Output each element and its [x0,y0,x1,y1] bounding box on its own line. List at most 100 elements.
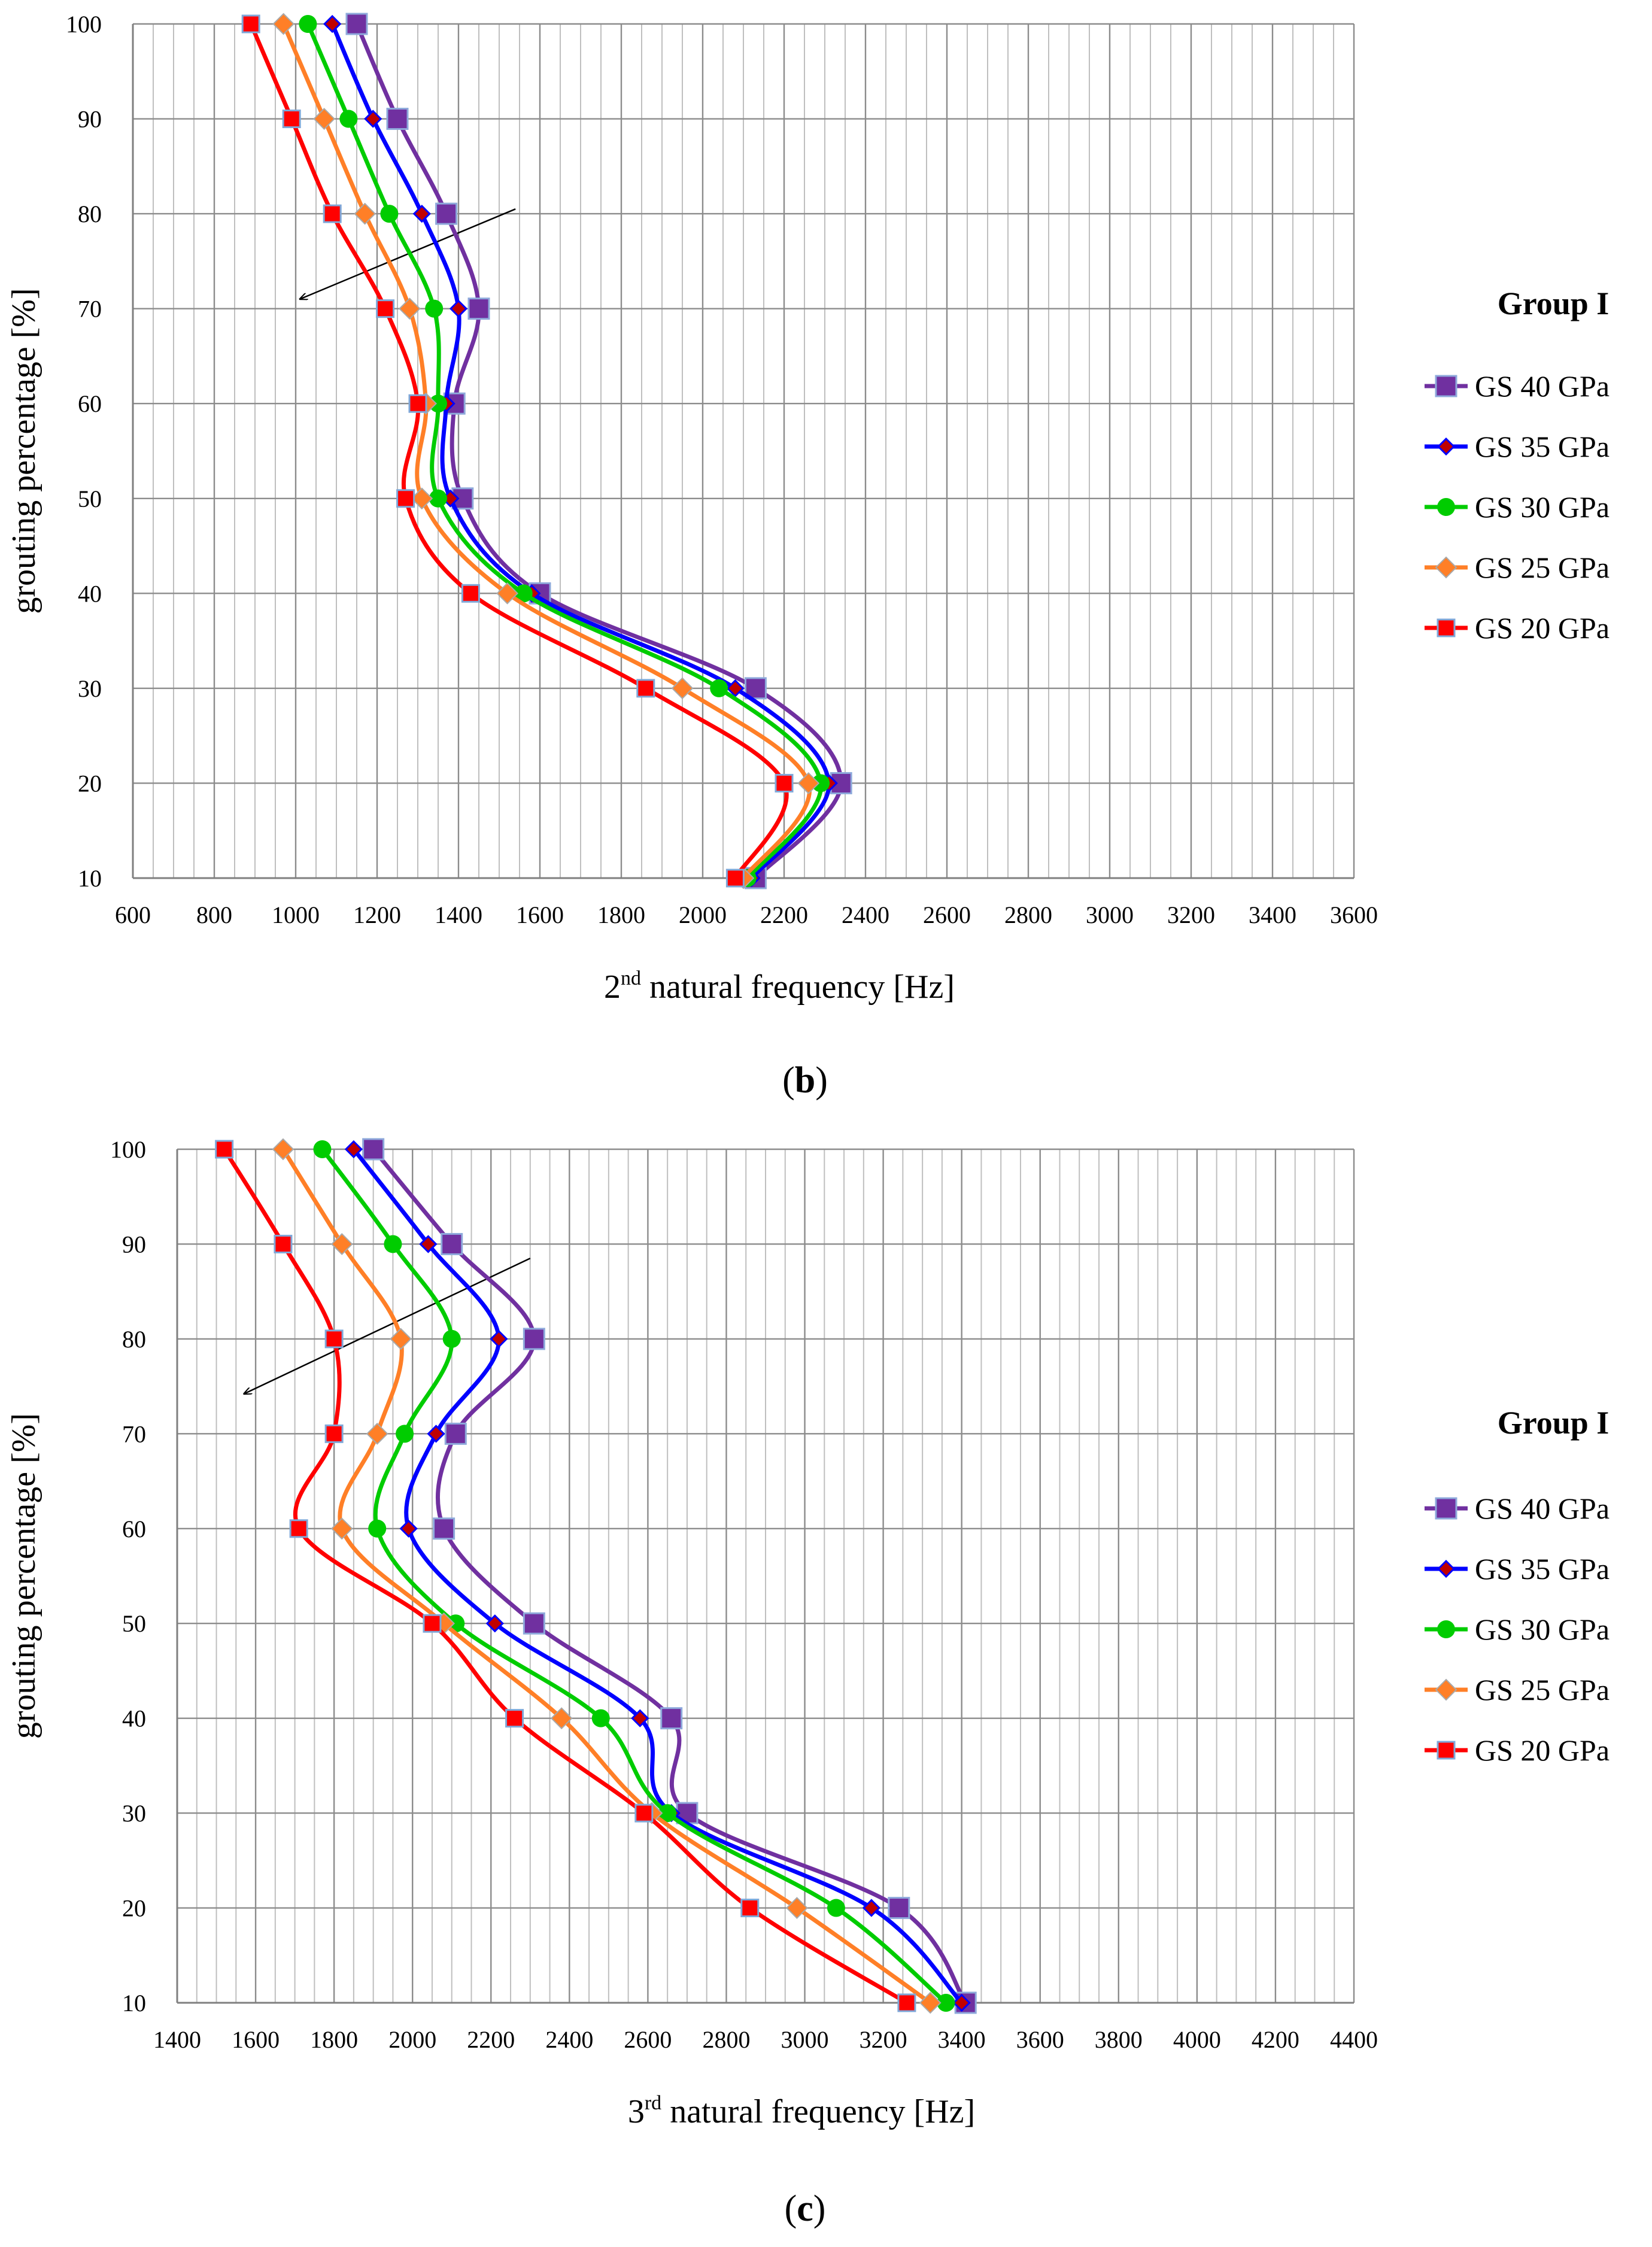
chart-b-x-tick-label: 3000 [1086,901,1134,928]
chart-b-y-tick-label: 100 [66,11,102,38]
data-point [710,679,728,697]
data-point [490,1329,508,1349]
data-point [740,1899,760,1918]
data-point [390,1328,412,1350]
data-point [496,582,519,605]
chart-c-series-gs-30-gpa [313,1140,955,2012]
series-line [351,1147,964,2005]
chart-b-series-gs-40-gpa [345,13,852,889]
chart-c-x-tick-label: 4400 [1330,2026,1378,2053]
data-point [425,299,444,318]
chart-b-y-tick-label: 80 [78,201,102,227]
legend-entry: GS 35 GPa [1425,430,1610,463]
legend-swatch-marker [1435,1678,1457,1701]
chart-b-y-axis-label: grouting percentage [%] [5,288,42,614]
data-point [362,1138,385,1161]
data-point [323,204,342,223]
chart-c-x-tick-label: 2800 [702,2026,750,2053]
data-point [344,1140,363,1159]
data-point [631,1709,649,1727]
chart-c-y-tick-label: 100 [110,1136,146,1163]
data-point [384,1235,402,1253]
data-point [364,110,382,128]
data-point [433,1517,455,1540]
chart-b-legend: Group I GS 40 GPa GS 35 GPa GS 30 GPa GS 25 … [1425,286,1610,645]
chart-b-y-tick-label: 30 [78,675,102,702]
chart-c-y-tick-label: 40 [122,1705,146,1732]
chart-c-x-tick-label: 3400 [938,2026,986,2053]
data-point [299,15,317,33]
data-point [786,1897,808,1919]
chart-b-x-tick-label: 3400 [1249,901,1296,928]
chart-b-x-tick-label: 1800 [597,901,645,928]
chart-b-y-tick-label: 70 [78,296,102,323]
legend-title: Group I [1498,286,1610,321]
legend-entry: GS 30 GPa [1425,490,1610,524]
data-point [862,1899,881,1917]
chart-b-x-tick-label: 2400 [842,901,889,928]
data-point [797,772,820,794]
legend-swatch-marker [1435,1497,1457,1520]
data-point [523,1612,545,1635]
series-line [248,22,789,880]
legend-entry: GS 40 GPa [1425,369,1610,403]
data-point [919,1991,942,2014]
data-point [636,679,655,698]
data-point [897,1993,916,2012]
chart-c-x-tick-label: 2000 [388,2026,436,2053]
legend-swatch-marker [1435,375,1457,397]
data-point [634,1803,654,1823]
legend-entry: GS 40 GPa [1425,1492,1610,1525]
chart-c-y-tick-label: 50 [122,1610,146,1637]
data-point [241,14,260,34]
data-point [505,1709,524,1728]
chart-c-trend-arrow [244,1258,531,1394]
data-point [441,1232,463,1255]
legend-entry: GS 20 GPa [1425,1733,1610,1767]
data-point [775,773,794,792]
chart-c-legend: Group I GS 40 GPa GS 35 GPa GS 30 GPa GS 25 … [1425,1405,1610,1767]
data-point [330,1233,353,1255]
data-point [289,1519,308,1538]
legend-entry: GS 20 GPa [1425,611,1610,645]
data-point [427,1425,445,1443]
series-line [281,1147,933,2005]
data-point [591,1709,610,1727]
data-point [523,1328,545,1350]
chart-b-y-tick-label: 20 [78,770,102,797]
chart-b-x-tick-label: 1400 [435,901,482,928]
chart-c-y-tick-label: 60 [122,1516,146,1542]
data-point [514,584,533,603]
chart-b-x-tick-label: 3600 [1330,901,1378,928]
chart-b-y-tick-label: 50 [78,485,102,512]
legend-entry: GS 30 GPa [1425,1613,1610,1646]
chart-b-y-tick-label: 40 [78,580,102,607]
chart-b-x-tick-label: 1200 [353,901,401,928]
data-point [485,1614,504,1633]
data-point [313,108,336,130]
data-point [467,297,490,320]
data-point [442,1329,461,1348]
data-point [658,1804,677,1823]
legend-swatch-marker [1437,498,1455,516]
chart-c-minor-gridlines [196,1149,1335,2003]
data-point [429,489,447,508]
data-point [396,1425,414,1443]
legend-label: GS 30 GPa [1475,1613,1610,1646]
chart-c-x-tick-label: 1400 [153,2026,201,2053]
legend-swatch-marker [1437,437,1456,456]
chart-b-minor-gridlines [153,24,1334,878]
legend-label: GS 40 GPa [1475,369,1610,403]
data-point [952,1993,971,2012]
chart-c-y-tick-label: 90 [122,1231,146,1258]
chart-c-x-tick-label: 4200 [1252,2026,1299,2053]
chart-c: 1400 1600 1800 2000 2200 2400 2600 2800 3000 3200… [5,1136,1610,2229]
data-point [323,14,342,34]
data-point [399,1519,418,1538]
data-point [313,1140,332,1158]
data-point [429,394,447,413]
chart-c-x-axis-label: 3rd natural frequency [Hz] [628,2092,975,2130]
chart-b-series-gs-20-gpa [241,14,794,888]
data-point [435,202,458,225]
data-point [380,205,399,223]
